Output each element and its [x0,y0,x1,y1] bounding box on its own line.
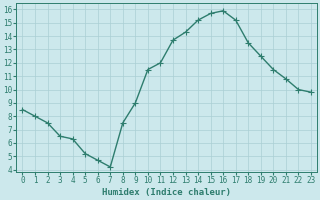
X-axis label: Humidex (Indice chaleur): Humidex (Indice chaleur) [102,188,231,197]
